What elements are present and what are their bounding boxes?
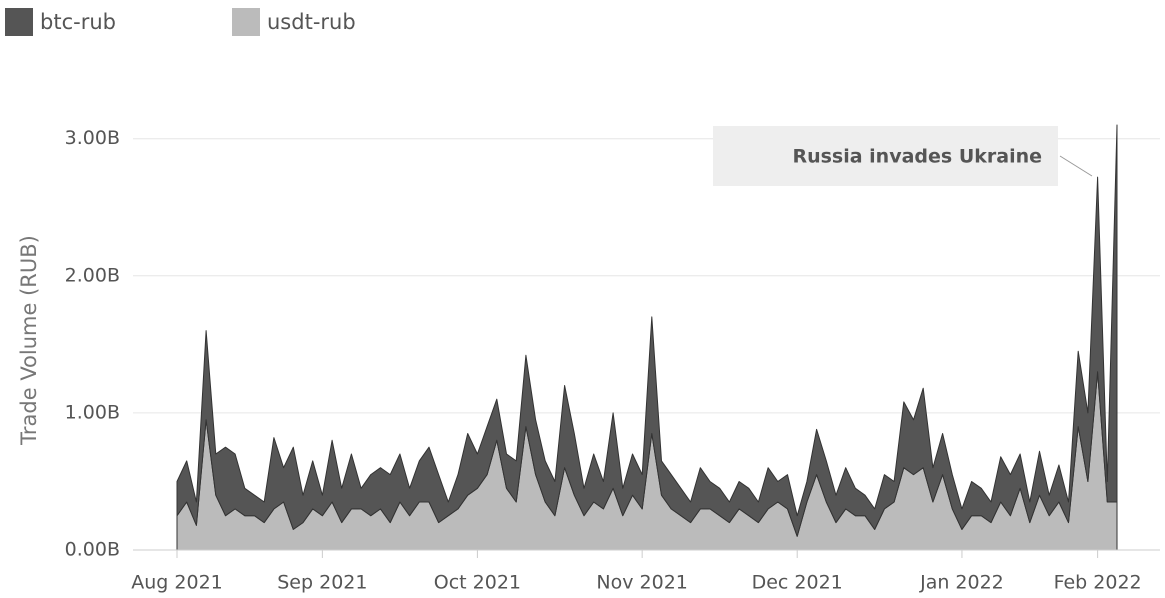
y-tick-label: 3.00B <box>65 127 120 149</box>
x-tick-label: Jan 2022 <box>919 572 1004 594</box>
y-tick-label: 0.00B <box>65 539 120 561</box>
x-tick-label: Oct 2021 <box>434 572 521 594</box>
annotation-pointer <box>1059 155 1093 177</box>
x-tick-label: Sep 2021 <box>277 572 367 594</box>
legend-swatch <box>5 8 33 36</box>
x-tick-label: Nov 2021 <box>596 572 687 594</box>
x-tick-label: Aug 2021 <box>131 572 223 594</box>
legend-swatch <box>232 8 260 36</box>
x-tick-label: Dec 2021 <box>752 572 843 594</box>
x-tick-label: Feb 2022 <box>1054 572 1142 594</box>
annotation-box <box>713 126 1058 186</box>
area <box>176 124 1118 537</box>
y-tick-label: 1.00B <box>65 401 120 423</box>
y-axis-label: Trade Volume (RUB) <box>17 235 41 446</box>
legend-label: usdt-rub <box>267 10 356 34</box>
annotation: Russia invades Ukraine <box>792 146 1042 168</box>
legend-label: btc-rub <box>40 10 116 34</box>
y-tick-label: 2.00B <box>65 264 120 286</box>
